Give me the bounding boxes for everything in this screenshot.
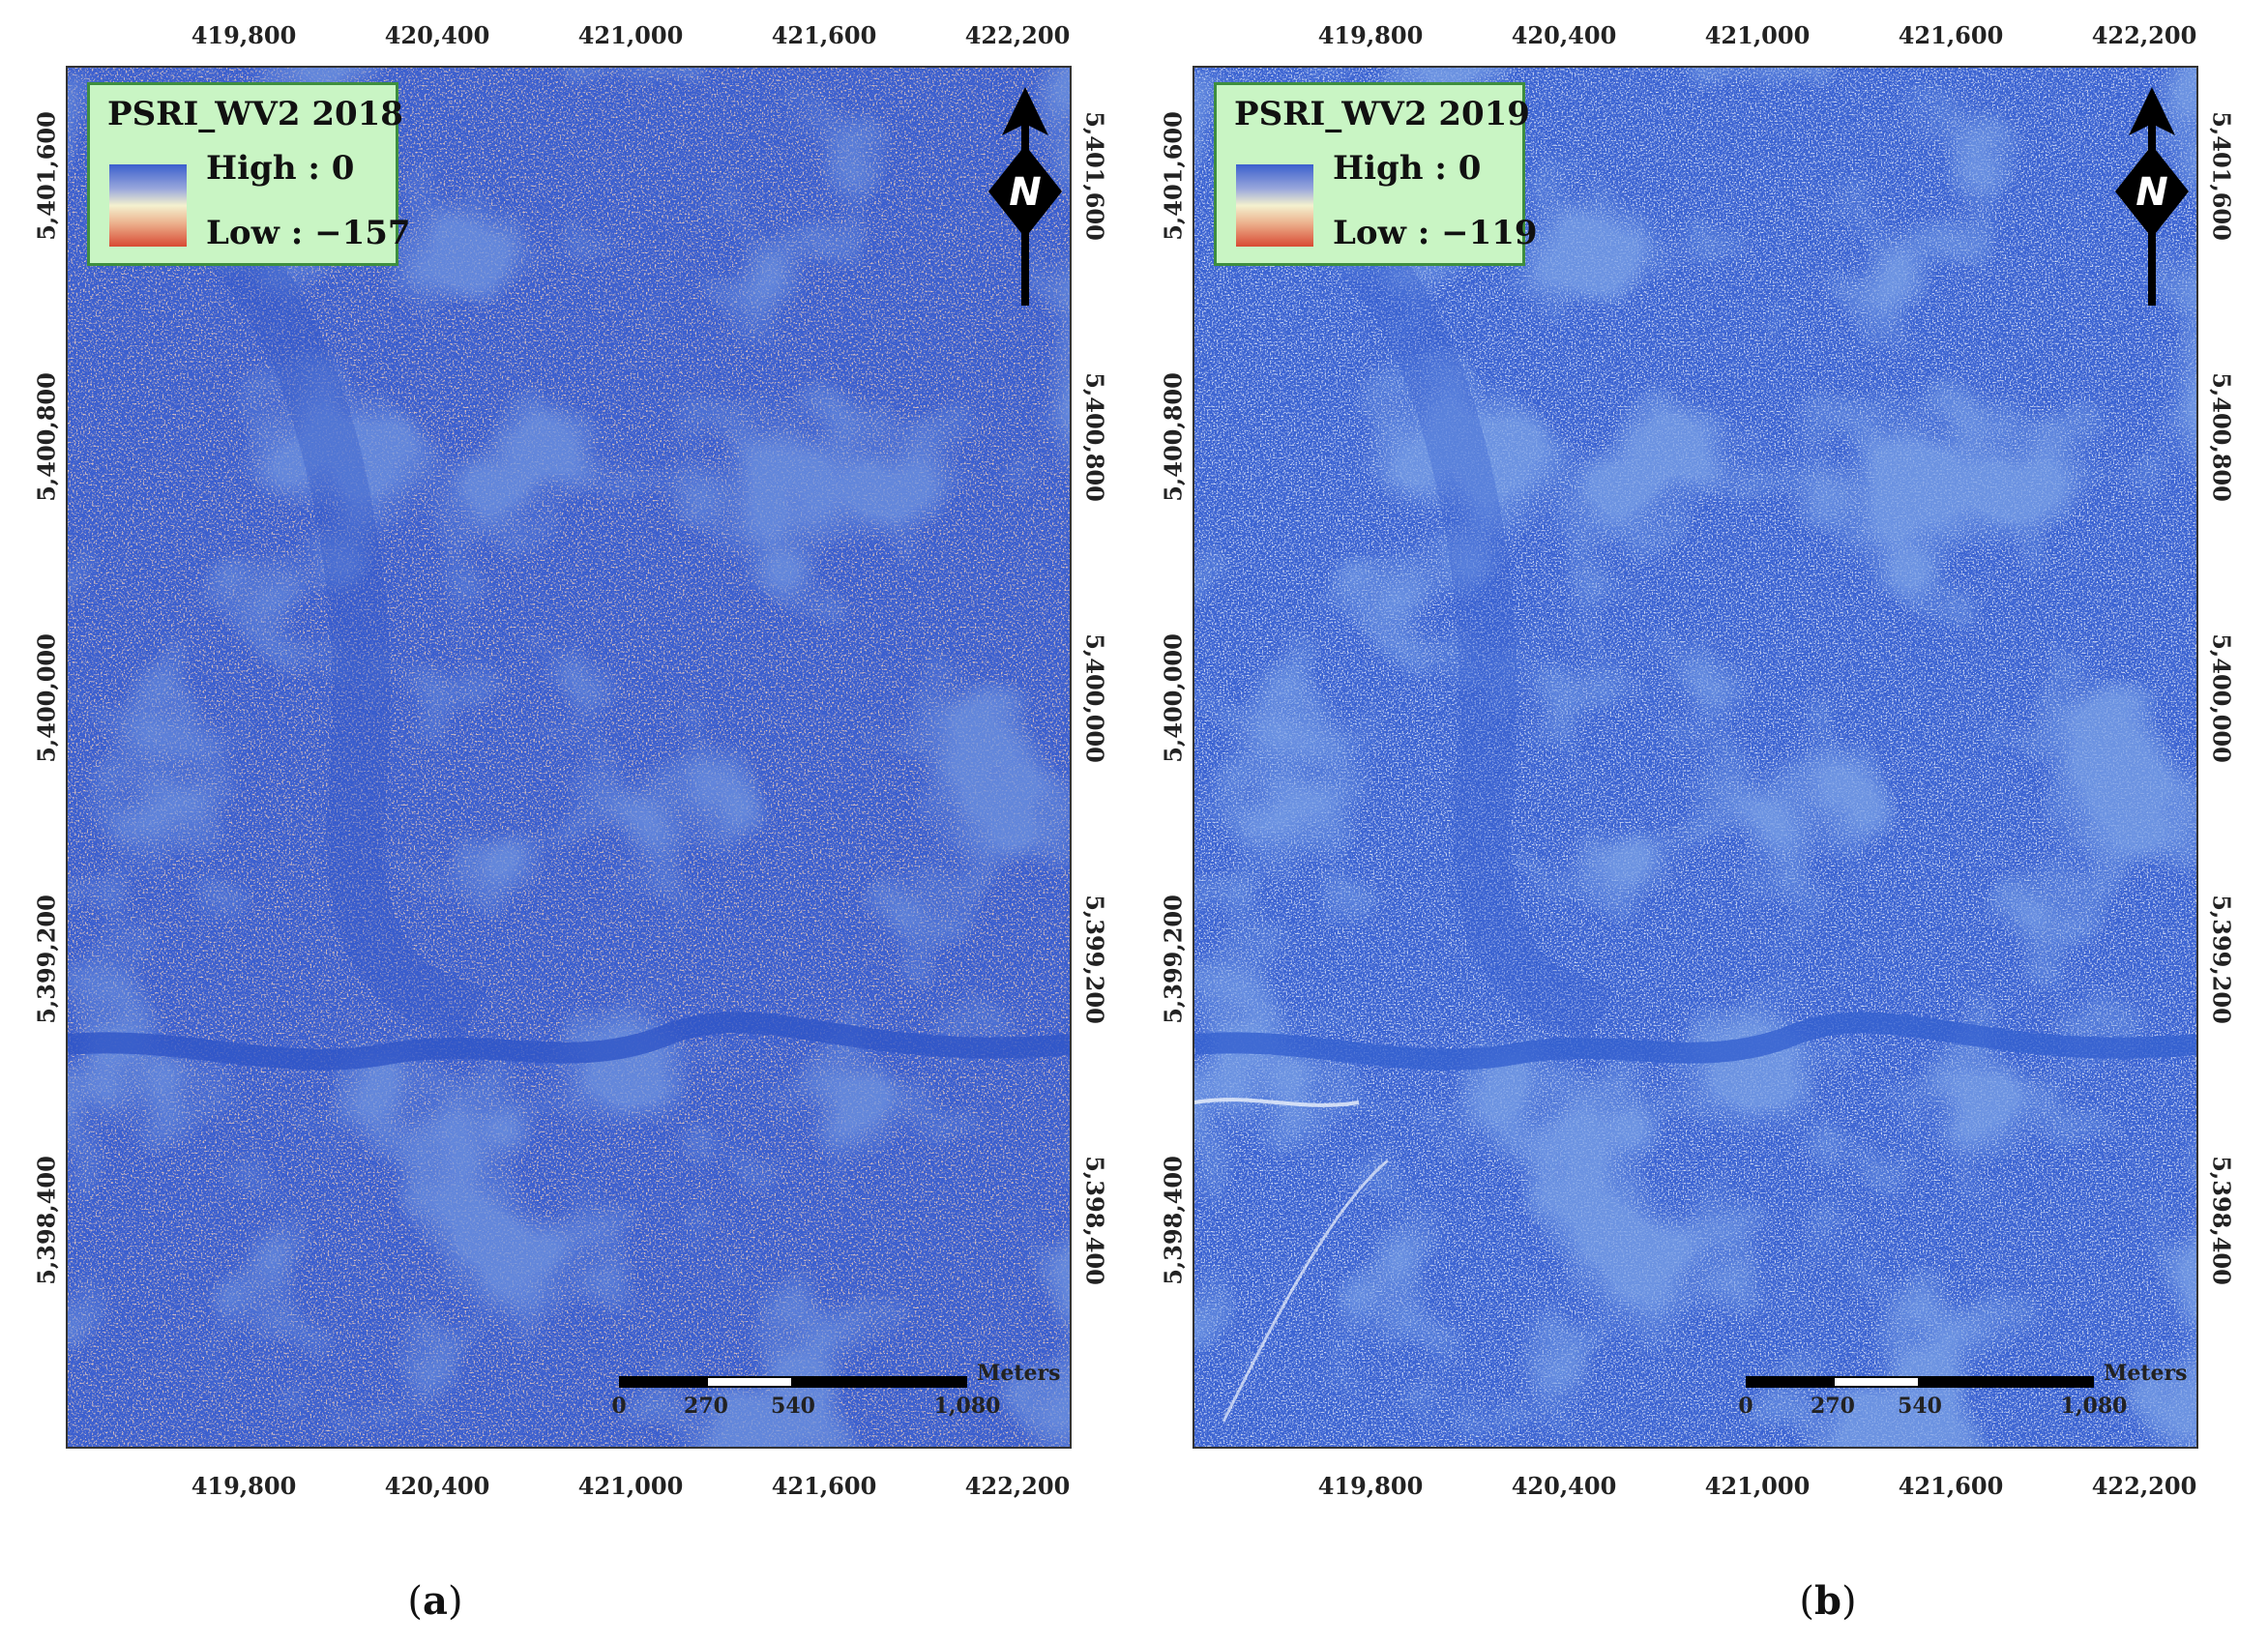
y-tick-right: 5,401,600 — [1080, 111, 1109, 241]
y-tick-right: 5,400,800 — [2207, 372, 2236, 502]
scale-label: 1,080 — [2060, 1394, 2128, 1419]
x-tick-bottom: 420,400 — [1511, 1472, 1617, 1500]
y-tick-right: 5,398,400 — [2207, 1156, 2236, 1285]
legend-title: PSRI_WV2 2018 — [107, 95, 403, 133]
north-arrow-icon: N — [2115, 87, 2189, 306]
y-tick-left: 5,401,600 — [1159, 111, 1188, 241]
y-tick-right: 5,400,800 — [1080, 372, 1109, 502]
x-tick-bottom: 421,000 — [1704, 1472, 1811, 1500]
x-tick-top: 420,400 — [1511, 21, 1617, 49]
x-tick-bottom: 421,600 — [1898, 1472, 2004, 1500]
north-label: N — [2135, 170, 2167, 215]
panel-caption: (a) — [407, 1578, 463, 1624]
y-tick-right: 5,400,000 — [2207, 633, 2236, 763]
x-tick-top: 421,000 — [577, 21, 684, 49]
y-tick-right: 5,401,600 — [2207, 111, 2236, 241]
legend-high-label: High : 0 — [206, 149, 355, 188]
north-label: N — [1009, 170, 1041, 215]
scale-bar: Meters 0 270 540 1,080 — [1738, 1361, 2187, 1436]
scale-label: 540 — [1898, 1394, 1942, 1419]
y-tick-left: 5,400,800 — [32, 372, 61, 502]
x-tick-top: 422,200 — [964, 21, 1071, 49]
scale-bar: Meters 0 270 540 1,080 — [611, 1361, 1060, 1436]
x-tick-bottom: 419,800 — [1317, 1472, 1424, 1500]
legend-low-label: Low : −119 — [1333, 214, 1538, 252]
x-tick-top: 419,800 — [191, 21, 297, 49]
y-tick-right: 5,400,000 — [1080, 633, 1109, 763]
raster-image — [1194, 68, 2196, 1447]
x-tick-top: 421,600 — [1898, 21, 2004, 49]
y-tick-right: 5,398,400 — [1080, 1156, 1109, 1285]
scale-label: 540 — [771, 1394, 815, 1419]
north-arrow-icon: N — [988, 87, 1062, 306]
legend-color-ramp — [109, 164, 187, 247]
legend: PSRI_WV2 2019 High : 0 Low : −119 — [1214, 82, 1538, 266]
legend-high-label: High : 0 — [1333, 149, 1482, 188]
y-tick-left: 5,398,400 — [1159, 1156, 1188, 1285]
scale-label: 270 — [1811, 1394, 1855, 1419]
scale-label: 1,080 — [933, 1394, 1001, 1419]
y-tick-left: 5,399,200 — [32, 895, 61, 1024]
y-tick-left: 5,400,000 — [32, 633, 61, 763]
legend-low-label: Low : −157 — [206, 214, 411, 252]
y-tick-left: 5,401,600 — [32, 111, 61, 241]
scale-unit: Meters — [977, 1361, 1061, 1386]
map-frame[interactable]: PSRI_WV2 2019 High : 0 Low : −119 N Mete… — [1193, 66, 2198, 1449]
map-frame[interactable]: PSRI_WV2 2018 High : 0 Low : −157 N Mete… — [66, 66, 1072, 1449]
x-tick-top: 419,800 — [1317, 21, 1424, 49]
x-tick-bottom: 422,200 — [2091, 1472, 2197, 1500]
y-tick-left: 5,400,800 — [1159, 372, 1188, 502]
legend-title: PSRI_WV2 2019 — [1234, 95, 1530, 133]
y-tick-right: 5,399,200 — [2207, 895, 2236, 1024]
legend-color-ramp — [1236, 164, 1313, 247]
scale-unit: Meters — [2104, 1361, 2188, 1386]
x-tick-bottom: 422,200 — [964, 1472, 1071, 1500]
raster-image — [68, 68, 1070, 1447]
panel-caption: (b) — [1799, 1578, 1857, 1624]
scale-label: 0 — [1738, 1394, 1753, 1419]
x-tick-top: 421,600 — [771, 21, 877, 49]
x-tick-bottom: 419,800 — [191, 1472, 297, 1500]
y-tick-right: 5,399,200 — [1080, 895, 1109, 1024]
legend: PSRI_WV2 2018 High : 0 Low : −157 — [87, 82, 411, 266]
x-tick-bottom: 420,400 — [384, 1472, 490, 1500]
x-tick-top: 420,400 — [384, 21, 490, 49]
x-tick-top: 422,200 — [2091, 21, 2197, 49]
x-tick-bottom: 421,000 — [577, 1472, 684, 1500]
y-tick-left: 5,400,000 — [1159, 633, 1188, 763]
y-tick-left: 5,398,400 — [32, 1156, 61, 1285]
scale-label: 270 — [684, 1394, 728, 1419]
scale-label: 0 — [611, 1394, 627, 1419]
x-tick-top: 421,000 — [1704, 21, 1811, 49]
y-tick-left: 5,399,200 — [1159, 895, 1188, 1024]
x-tick-bottom: 421,600 — [771, 1472, 877, 1500]
